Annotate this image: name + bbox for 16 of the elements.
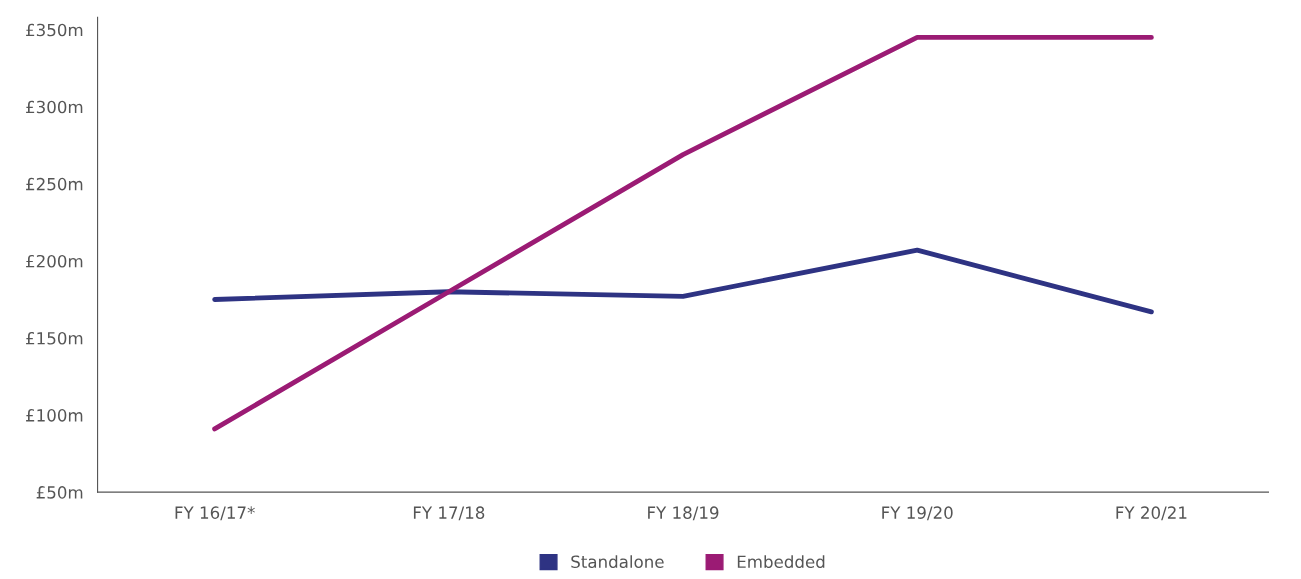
x-tick-label: FY 19/20 — [882, 506, 953, 521]
y-tick-label: £150m — [26, 331, 83, 345]
x-tick-label: FY 16/17* — [175, 506, 255, 521]
y-tick-label: £200m — [26, 254, 83, 268]
y-tick-label: £250m — [26, 177, 83, 191]
line-series — [212, 247, 1154, 315]
legend-label: Standalone — [571, 555, 664, 569]
line-series — [212, 34, 1154, 432]
y-tick-label: £50m — [36, 486, 83, 499]
y-tick-label: £350m — [26, 23, 83, 37]
y-tick-label: £300m — [26, 100, 83, 114]
y-tick-label: £100m — [26, 409, 83, 422]
x-tick-label: FY 20/21 — [1116, 506, 1187, 521]
x-tick-label: FY 17/18 — [413, 506, 485, 521]
x-tick-label: FY 18/19 — [648, 506, 719, 521]
legend-label: Embedded — [737, 555, 825, 569]
